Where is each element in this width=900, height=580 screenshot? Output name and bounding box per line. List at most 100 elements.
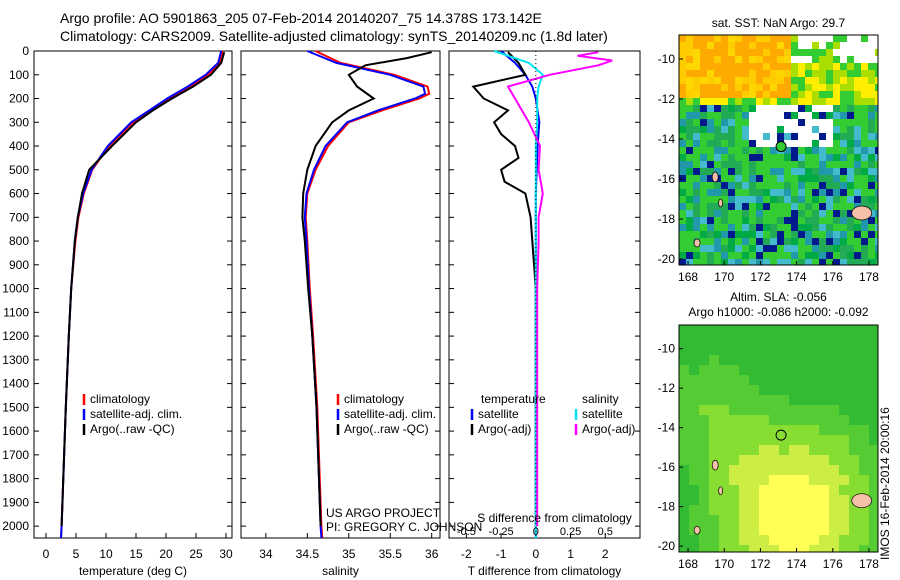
sla-cell — [839, 365, 849, 375]
y-tick-label: 400 — [9, 139, 29, 153]
sla-cell — [679, 455, 689, 465]
sst-cell — [728, 210, 735, 217]
sla-cell — [769, 355, 779, 365]
y-tick-label: 100 — [9, 68, 29, 82]
sla-cell — [739, 495, 749, 505]
x-tick-label: 168 — [678, 270, 698, 284]
sla-cell — [839, 445, 849, 455]
sst-cell — [819, 140, 826, 147]
sst-cell — [700, 105, 707, 112]
sst-cell — [714, 182, 721, 189]
legend-label: satellite-adj. clim. — [344, 407, 436, 421]
sst-cell — [784, 91, 791, 98]
sst-cell — [847, 49, 854, 56]
sla-cell — [769, 385, 779, 395]
sla-cell — [689, 475, 699, 485]
sst-cell — [749, 252, 756, 259]
sst-cell — [840, 35, 847, 42]
sst-cell — [854, 112, 861, 119]
sla-cell — [729, 505, 739, 515]
sst-cell — [805, 182, 812, 189]
sst-cell — [679, 42, 686, 49]
y-tick-label: 2000 — [2, 519, 29, 533]
sst-cell — [770, 112, 777, 119]
sst-cell — [693, 140, 700, 147]
sst-cell — [847, 63, 854, 70]
sst-cell — [840, 84, 847, 91]
sst-cell — [714, 126, 721, 133]
sst-cell — [840, 238, 847, 245]
sst-cell — [735, 49, 742, 56]
sst-cell — [840, 119, 847, 126]
sst-cell — [791, 91, 798, 98]
sla-cell — [839, 395, 849, 405]
sla-cell — [869, 505, 878, 515]
sst-cell — [777, 35, 784, 42]
sst-cell — [840, 42, 847, 49]
x-tick-label: 178 — [859, 557, 879, 571]
sla-cell — [719, 355, 729, 365]
sst-cell — [700, 126, 707, 133]
sla-cell — [719, 445, 729, 455]
sst-cell — [826, 259, 833, 265]
y-tick-label: 1900 — [2, 495, 29, 509]
sst-cell — [693, 70, 700, 77]
sla-cell — [749, 515, 759, 525]
sla-cell — [779, 495, 789, 505]
sst-cell — [770, 196, 777, 203]
sst-cell — [770, 133, 777, 140]
y-tick-label: 1700 — [2, 448, 29, 462]
sst-cell — [791, 98, 798, 105]
sst-cell — [847, 210, 854, 217]
sst-cell — [791, 203, 798, 210]
sla-cell — [749, 335, 759, 345]
sst-cell — [700, 70, 707, 77]
sst-cell — [812, 189, 819, 196]
sla-cell — [679, 495, 689, 505]
sla-cell — [869, 475, 878, 485]
sst-cell — [784, 147, 791, 154]
sla-cell — [729, 355, 739, 365]
sst-cell — [721, 147, 728, 154]
sst-cell — [847, 126, 854, 133]
sla-cell — [689, 365, 699, 375]
sst-cell — [693, 217, 700, 224]
sst-cell — [728, 112, 735, 119]
sst-cell — [854, 231, 861, 238]
sst-cell — [847, 189, 854, 196]
sla-cell — [859, 415, 869, 425]
sst-cell — [714, 35, 721, 42]
sst-cell — [686, 126, 693, 133]
sla-cell — [849, 545, 859, 552]
sla-cell — [839, 335, 849, 345]
header-line-1: Argo profile: AO 5901863_205 07-Feb-2014… — [60, 10, 542, 26]
y-tick-label: -16 — [658, 172, 676, 186]
sst-cell — [854, 126, 861, 133]
sst-cell — [770, 56, 777, 63]
sst-cell — [847, 42, 854, 49]
sst-cell — [812, 203, 819, 210]
sst-cell — [742, 259, 749, 265]
sst-cell — [840, 175, 847, 182]
sst-cell — [770, 161, 777, 168]
sla-cell — [689, 405, 699, 415]
sst-cell — [798, 154, 805, 161]
legend-label: climatology — [344, 392, 404, 406]
sla-cell — [839, 375, 849, 385]
sst-cell — [756, 119, 763, 126]
sst-cell — [868, 56, 875, 63]
sla-cell — [739, 355, 749, 365]
sst-cell — [798, 126, 805, 133]
sst-cell — [875, 35, 878, 42]
sst-cell — [833, 77, 840, 84]
sla-cell — [769, 435, 779, 445]
sst-cell — [826, 210, 833, 217]
sst-cell — [721, 35, 728, 42]
sst-cell — [847, 154, 854, 161]
sla-cell — [839, 515, 849, 525]
sst-cell — [812, 182, 819, 189]
sst-cell — [770, 245, 777, 252]
sst-cell — [861, 224, 868, 231]
sst-cell — [728, 49, 735, 56]
